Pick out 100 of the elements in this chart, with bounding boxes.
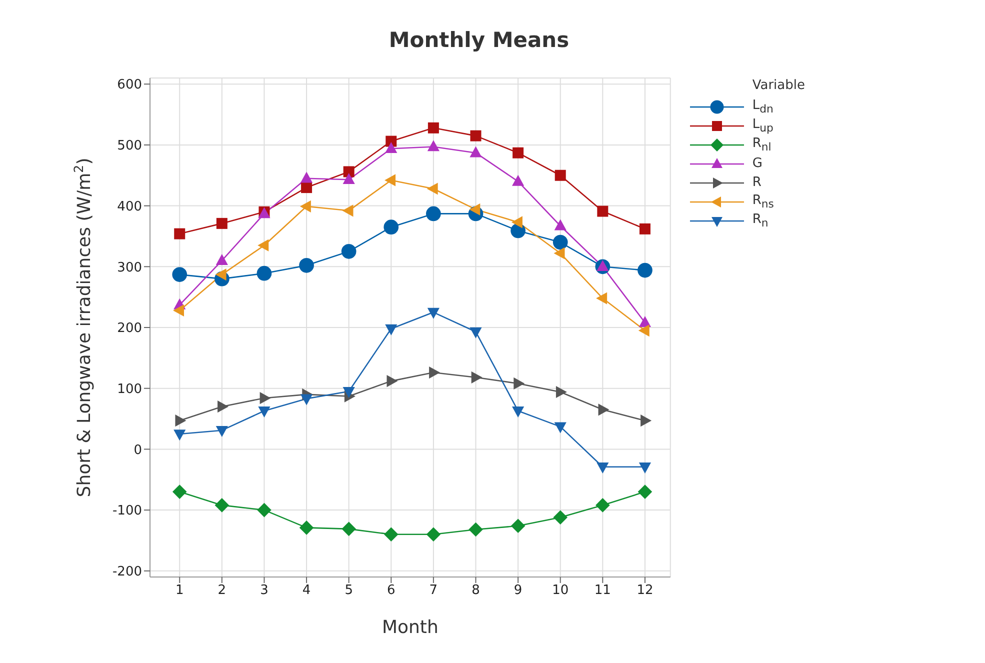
point (596, 462, 609, 474)
x-tick-label: 1 (175, 583, 184, 598)
x-tick-label: 11 (594, 583, 611, 598)
point (512, 174, 524, 186)
point (386, 375, 398, 388)
x-tick-label: 7 (429, 583, 438, 598)
y-tick-label: 200 (117, 321, 142, 336)
y-tick-label: -200 (112, 564, 142, 580)
point (299, 520, 314, 535)
point (598, 404, 610, 416)
chart-title: Monthly Means (388, 28, 570, 52)
point (596, 292, 608, 304)
x-tick-label: 12 (636, 583, 654, 598)
point (300, 172, 313, 183)
point (385, 324, 398, 336)
point (470, 130, 482, 142)
y-tick-label: 100 (117, 382, 142, 397)
point (342, 204, 354, 217)
y-tick-label: 300 (117, 260, 142, 276)
legend-label: L$_{up}$ (752, 116, 774, 134)
point (512, 147, 524, 158)
point (427, 308, 440, 319)
point (342, 522, 356, 536)
point (216, 426, 228, 437)
legend-title: Variable (752, 78, 805, 93)
y-tick-label: 400 (117, 199, 142, 214)
x-tick-label: 2 (218, 583, 226, 598)
y-tick-label: 600 (117, 78, 142, 93)
point (301, 182, 312, 194)
point (640, 414, 652, 427)
point (512, 406, 524, 418)
point (638, 316, 652, 328)
point (638, 262, 652, 278)
x-tick-label: 6 (387, 583, 396, 598)
point (384, 220, 399, 235)
point (260, 392, 271, 404)
point (258, 239, 269, 252)
point (639, 223, 650, 234)
point (426, 182, 438, 195)
point (470, 327, 482, 338)
point (342, 173, 355, 184)
y-tick-label: 0 (134, 442, 142, 458)
x-tick-label: 3 (260, 583, 268, 598)
point (470, 146, 482, 158)
point (300, 200, 311, 212)
point (638, 462, 652, 474)
point (257, 502, 272, 518)
point (343, 166, 354, 178)
x-tick-label: 9 (514, 583, 522, 598)
point (216, 254, 228, 265)
point (175, 414, 186, 427)
legend-label: R (752, 175, 762, 190)
point (426, 527, 441, 542)
legend-label: R$_{ns}$ (752, 192, 774, 210)
y-tick-label: -100 (112, 504, 142, 519)
x-tick-label: 10 (552, 583, 569, 598)
point (216, 218, 228, 229)
y-tick-label: 500 (117, 138, 142, 154)
point (341, 244, 356, 259)
point (554, 170, 566, 181)
point (553, 510, 568, 525)
point (469, 203, 480, 216)
point (426, 206, 441, 222)
x-tick-label: 8 (472, 583, 480, 598)
point (174, 228, 186, 240)
point (299, 258, 314, 273)
x-axis-title: Month (382, 617, 438, 638)
legend-label: R$_{nl}$ (752, 136, 772, 154)
point (173, 304, 184, 317)
point (554, 247, 565, 260)
point (172, 484, 187, 499)
point (342, 386, 355, 398)
point (638, 484, 652, 499)
point (468, 522, 483, 537)
point (256, 266, 272, 281)
point (384, 527, 398, 542)
point (172, 267, 188, 282)
point (385, 142, 398, 153)
point (428, 122, 439, 134)
point (174, 430, 186, 441)
point (427, 140, 440, 152)
legend-label: R$_{n}$ (752, 212, 768, 230)
point (511, 216, 522, 228)
legend-label: G (752, 156, 762, 171)
point (596, 498, 610, 512)
point (384, 174, 396, 186)
point (556, 386, 567, 398)
legend-label: L$_{dn}$ (752, 98, 774, 116)
point (510, 518, 526, 534)
point (429, 366, 440, 379)
point (596, 260, 609, 272)
point (471, 371, 482, 384)
point (552, 234, 568, 250)
point (638, 324, 650, 337)
point (554, 422, 566, 434)
point (597, 206, 608, 217)
point (300, 394, 313, 406)
point (218, 400, 229, 413)
point (554, 219, 566, 230)
point (258, 406, 270, 418)
